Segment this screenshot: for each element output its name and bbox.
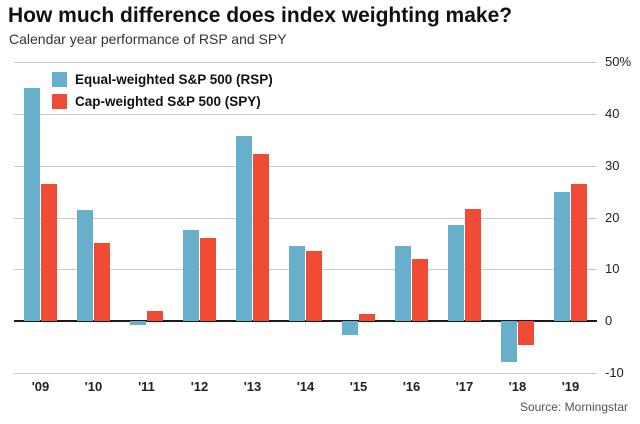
- bar-spy-13: [252, 153, 269, 322]
- bar-rsp-09: [23, 87, 40, 322]
- legend-item-spy: Cap-weighted S&P 500 (SPY): [52, 90, 273, 112]
- bar-rsp-14: [288, 246, 305, 322]
- x-tick-label: '18: [508, 379, 527, 394]
- y-tick-label: 30: [605, 157, 620, 173]
- legend: Equal-weighted S&P 500 (RSP) Cap-weighted…: [52, 68, 273, 112]
- gridline: [14, 62, 597, 63]
- x-tick-label: '11: [138, 379, 155, 394]
- x-tick-label: '17: [455, 379, 474, 394]
- bar-spy-17: [464, 208, 481, 322]
- bar-spy-14: [305, 251, 322, 322]
- bar-rsp-15: [341, 321, 358, 335]
- gridline: [14, 165, 597, 167]
- x-tick-label: '19: [561, 379, 580, 394]
- chart-title: How much difference does index weighting…: [8, 4, 513, 27]
- bar-rsp-12: [182, 230, 199, 322]
- y-tick-label: 50%: [605, 54, 632, 69]
- legend-label: Equal-weighted S&P 500 (RSP): [75, 71, 273, 87]
- bar-rsp-10: [76, 209, 93, 322]
- bar-rsp-18: [500, 321, 517, 362]
- x-tick-label: '15: [349, 379, 368, 394]
- x-tick-label: '13: [243, 379, 262, 394]
- gridline: [14, 113, 597, 115]
- bar-rsp-17: [447, 225, 464, 322]
- legend-swatch-icon: [52, 71, 67, 87]
- y-tick-label: -10: [605, 365, 624, 380]
- bar-spy-18: [517, 321, 534, 345]
- bar-rsp-13: [235, 136, 252, 322]
- bar-rsp-11: [129, 321, 146, 325]
- zero-axis-line: [14, 320, 597, 323]
- y-tick-label: 0: [605, 313, 613, 329]
- x-tick-label: '12: [190, 379, 209, 394]
- bar-spy-10: [93, 243, 110, 322]
- bar-spy-09: [40, 183, 57, 322]
- legend-label: Cap-weighted S&P 500 (SPY): [75, 93, 261, 109]
- x-tick-label: '14: [296, 379, 315, 394]
- source-note: Source: Morningstar: [519, 400, 628, 414]
- bar-spy-19: [570, 183, 587, 322]
- bar-spy-12: [199, 238, 216, 322]
- y-tick-label: 40: [605, 105, 620, 121]
- bar-spy-16: [411, 258, 428, 322]
- bar-spy-11: [146, 311, 163, 322]
- y-tick-label: 20: [605, 209, 620, 225]
- bar-rsp-16: [394, 246, 411, 322]
- gridline: [14, 217, 597, 219]
- bar-rsp-19: [553, 191, 570, 322]
- y-tick-label: 10: [605, 261, 620, 277]
- x-tick-label: '09: [31, 379, 50, 394]
- bar-spy-15: [358, 314, 375, 322]
- legend-item-rsp: Equal-weighted S&P 500 (RSP): [52, 68, 273, 90]
- x-tick-label: '10: [84, 379, 103, 394]
- x-tick-label: '16: [402, 379, 421, 394]
- gridline: [14, 373, 597, 374]
- legend-swatch-icon: [52, 93, 67, 109]
- chart-subtitle: Calendar year performance of RSP and SPY: [9, 31, 287, 47]
